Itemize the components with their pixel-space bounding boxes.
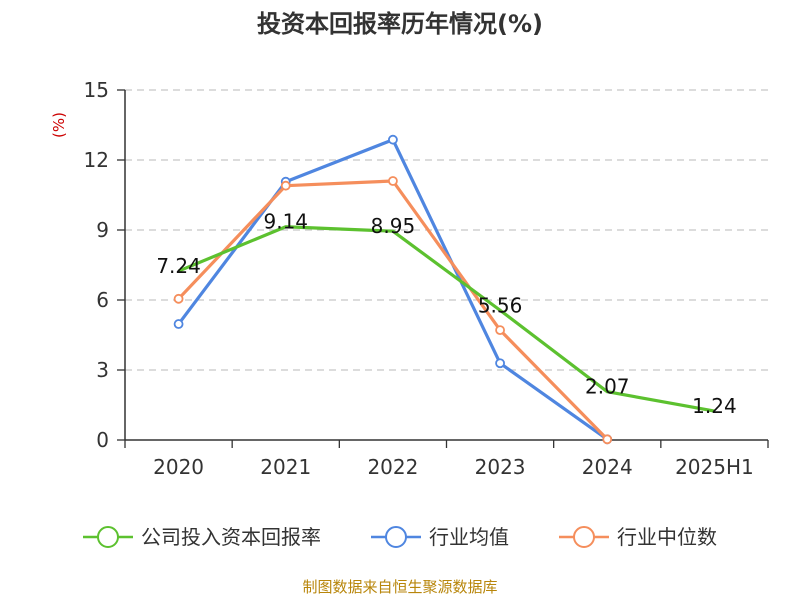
data-label: 1.24 xyxy=(692,394,737,418)
x-tick-label: 2022 xyxy=(367,455,418,479)
series-point xyxy=(495,358,505,369)
series-point xyxy=(173,319,184,329)
legend-marker xyxy=(573,526,595,548)
series-point xyxy=(280,180,291,191)
data-labels: 7.24 9.14 8.95 5.56 2.07 1.24 xyxy=(156,210,736,418)
x-tick-label: 2021 xyxy=(260,455,311,479)
source-note: 制图数据来自恒生聚源数据库 xyxy=(302,578,497,596)
x-tick-label: 2025H1 xyxy=(675,455,754,479)
legend-label: 公司投入资本回报率 xyxy=(141,525,321,549)
legend-label: 行业中位数 xyxy=(617,525,717,549)
x-tick-label: 2024 xyxy=(582,455,633,479)
y-tick-label: 3 xyxy=(96,358,109,382)
y-axis-unit: (%) xyxy=(50,112,68,138)
data-label: 5.56 xyxy=(478,293,523,317)
y-tick-label: 6 xyxy=(96,288,109,312)
y-tick-label: 12 xyxy=(84,148,109,172)
grid xyxy=(125,89,768,371)
series-point xyxy=(602,434,613,445)
data-label: 8.95 xyxy=(371,214,416,238)
y-tick-label: 0 xyxy=(96,428,109,452)
series-layer xyxy=(173,134,715,445)
legend-marker xyxy=(97,526,119,548)
legend-marker xyxy=(385,526,407,548)
series-point xyxy=(388,176,398,186)
data-label: 9.14 xyxy=(263,210,308,234)
x-tick-label: 2020 xyxy=(153,455,204,479)
series-line xyxy=(177,225,715,413)
y-tick-label: 15 xyxy=(84,78,109,102)
legend-label: 行业均值 xyxy=(429,525,509,549)
axes: 0 3 6 9 12 15 2020 2021 2022 2023 2024 2025H1 xyxy=(84,78,769,479)
series-point xyxy=(388,134,398,145)
series-point xyxy=(495,325,505,336)
y-tick-label: 9 xyxy=(96,218,109,242)
chart-title: 投资本回报率历年情况(%) xyxy=(257,10,543,38)
series-point xyxy=(173,293,184,304)
data-label: 2.07 xyxy=(585,375,630,399)
x-tick-label: 2023 xyxy=(475,455,526,479)
data-label: 7.24 xyxy=(156,254,201,278)
legend: 公司投入资本回报率 行业均值 行业中位数 xyxy=(83,525,717,549)
